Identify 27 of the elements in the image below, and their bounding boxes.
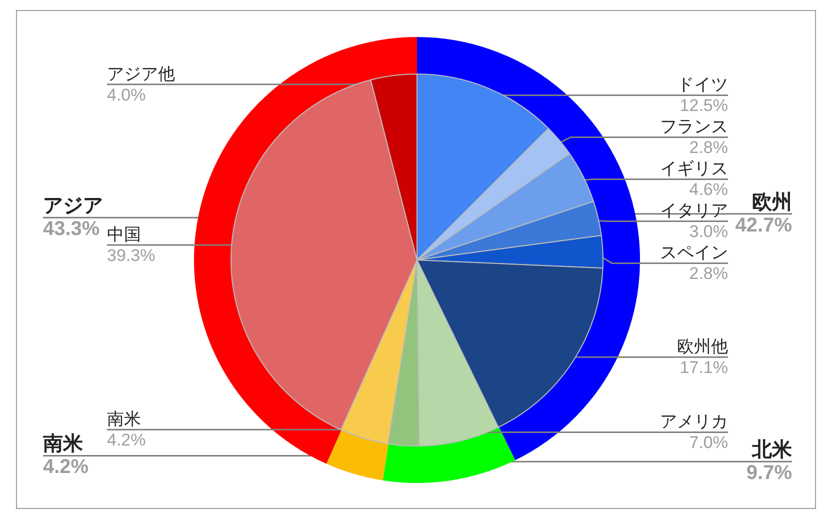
slice-label: 南米 [42,433,84,456]
data-label: 17.1% [680,358,728,378]
slice-label: アメリカ [660,412,728,432]
data-label: 7.0% [689,433,728,452]
slice-label: 北米 [751,439,793,462]
slice-label: 南米 [107,410,141,429]
slice-label: 中国 [107,225,141,244]
slice-label: 欧州他 [677,337,728,356]
slice-label: 欧州 [752,191,792,214]
data-label: 4.6% [689,180,728,200]
data-label: 42.7% [735,214,792,236]
data-label: 3.0% [689,222,728,242]
slice-label: スペイン [660,243,728,262]
data-label: 43.3% [43,218,100,240]
slice-label: ドイツ [677,75,728,94]
slice-label: アジア他 [107,64,175,84]
data-label: 12.5% [680,96,728,116]
data-label: 4.2% [43,456,89,478]
data-label: 4.2% [107,430,146,450]
data-label: 39.3% [107,246,156,266]
slice-label: イギリス [660,159,728,178]
data-label: 2.8% [689,138,728,158]
data-label: 9.7% [746,462,792,484]
slice-label: フランス [660,117,728,136]
data-label: 2.8% [689,264,728,284]
slice-label: アジア [43,195,103,218]
data-label: 4.0% [107,85,146,104]
